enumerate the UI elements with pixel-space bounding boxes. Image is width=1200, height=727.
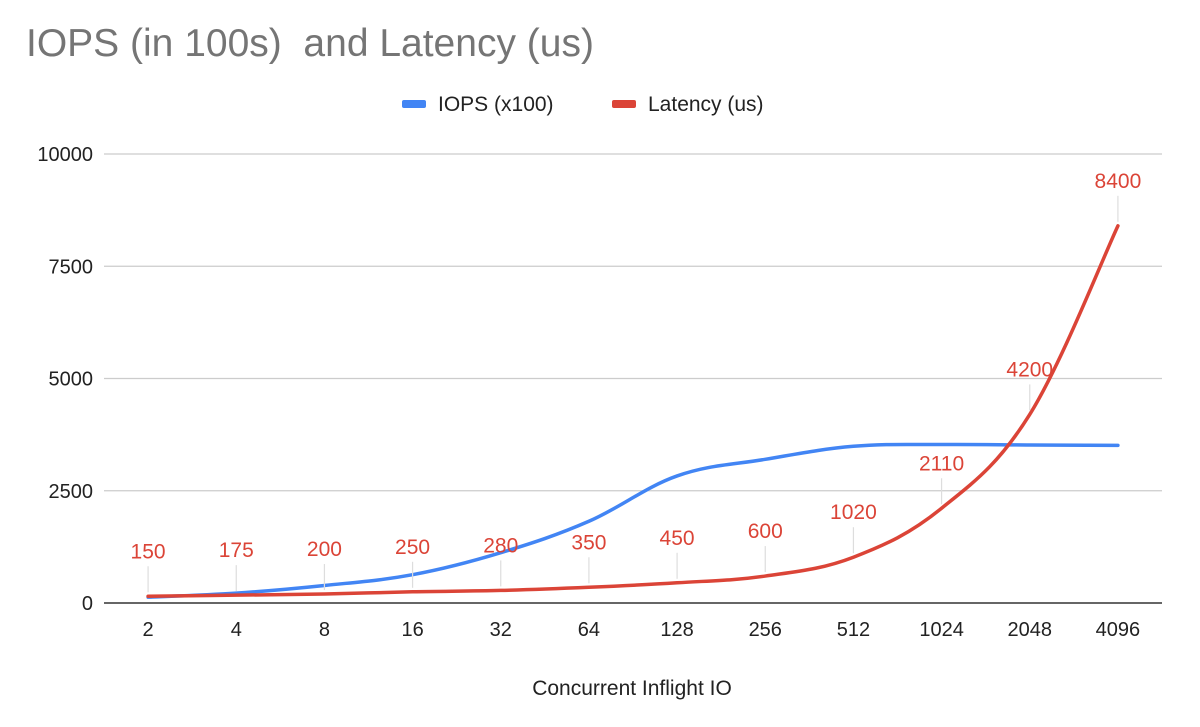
legend-label: IOPS (x100): [438, 93, 554, 116]
chart-title: IOPS (in 100s) and Latency (us): [26, 22, 594, 65]
data-label: 200: [307, 538, 342, 561]
x-tick-label: 512: [837, 619, 870, 641]
y-tick-label: 5000: [49, 369, 94, 391]
y-tick-label: 10000: [37, 144, 93, 166]
x-tick-label: 2048: [1008, 619, 1053, 641]
data-labels: 150 175 200 250 280 350 450 600 1020 2110 4200 8400: [131, 170, 1142, 593]
y-tick-label: 2500: [49, 481, 94, 503]
data-label: 2110: [919, 452, 964, 475]
x-tick-label: 256: [749, 619, 782, 641]
data-label: 175: [219, 539, 254, 562]
data-label: 1020: [830, 501, 877, 524]
x-tick-label: 8: [319, 619, 330, 641]
legend-swatch: [402, 100, 426, 108]
x-tick-label: 1024: [919, 619, 964, 641]
data-label: 250: [395, 536, 430, 559]
x-tick-label: 2: [143, 619, 154, 641]
series-line-latency-us: [146, 224, 1120, 599]
data-label: 150: [131, 540, 166, 563]
x-tick-label: 64: [578, 619, 600, 641]
legend: IOPS (x100) Latency (us): [402, 93, 764, 116]
y-tick-label: 7500: [49, 256, 94, 278]
data-label: 280: [483, 534, 518, 557]
x-tick-label: 16: [401, 619, 423, 641]
data-label: 450: [660, 527, 695, 550]
x-axis-label: Concurrent Inflight IO: [532, 677, 732, 700]
gridlines: [104, 153, 1162, 604]
x-tick-label: 4096: [1096, 619, 1141, 641]
y-axis: 0 2500 5000 7500 10000: [37, 144, 93, 615]
data-label: 350: [571, 531, 606, 554]
x-tick-label: 128: [660, 619, 693, 641]
x-axis: 2 4 8 16 32 64 128 256 512 1024 2048 4096: [143, 619, 1141, 641]
y-tick-label: 0: [82, 593, 93, 615]
data-label: 4200: [1006, 358, 1053, 381]
data-label: 600: [748, 520, 783, 543]
x-tick-label: 32: [490, 619, 512, 641]
x-tick-label: 4: [231, 619, 242, 641]
legend-swatch: [612, 100, 636, 108]
series-line-iops-x100: [146, 442, 1120, 599]
series-lines: [146, 224, 1120, 599]
data-label: 8400: [1095, 170, 1142, 193]
legend-label: Latency (us): [648, 93, 764, 116]
